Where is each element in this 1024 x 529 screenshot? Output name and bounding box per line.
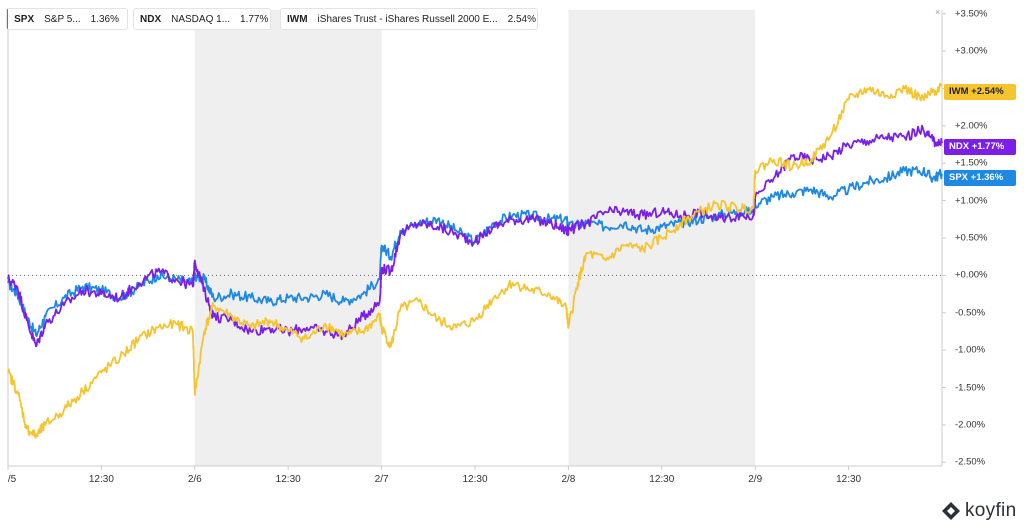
x-tick-label: 2/7 [374, 474, 389, 485]
y-tick-label: +0.00% [955, 269, 988, 281]
badge-ticker: IWM [949, 86, 969, 97]
legend-name: S&P 5... [44, 13, 81, 25]
y-tick-label: -2.50% [955, 456, 986, 468]
koyfin-logo-icon [942, 502, 960, 520]
y-tick-label: -1.50% [955, 382, 986, 393]
y-tick-label: +0.50% [955, 232, 988, 244]
legend-pct: 1.36% [90, 13, 119, 25]
y-tick-label: -2.00% [955, 419, 986, 431]
x-tick-label: 12:30 [88, 474, 114, 485]
badge-ticker: NDX [949, 141, 970, 152]
x-tick-label: 2/9 [748, 474, 763, 485]
badge-value: +1.36% [970, 172, 1004, 183]
legend-item-ndx[interactable]: NDX NASDAQ 1... 1.77% [133, 8, 271, 30]
y-tick-label: +1.00% [955, 195, 988, 207]
legend-name: iShares Trust - iShares Russell 2000 E..… [317, 13, 498, 25]
x-tick-label: 2/8 [561, 474, 576, 485]
legend-pct: 1.77% [240, 13, 269, 25]
x-tick-label: 12:30 [836, 474, 862, 485]
legend-swatch [7, 9, 9, 29]
series-line-spx [7, 165, 943, 338]
y-tick-label: +3.00% [955, 45, 988, 57]
badge-ticker: SPX [949, 172, 969, 183]
close-icon[interactable]: × [935, 7, 941, 17]
y-tick-label: +1.50% [955, 157, 988, 169]
last-value-badge-iwm: IWM +2.54% [944, 84, 1016, 100]
legend-pct: 2.54% [507, 13, 536, 25]
last-value-badge-ndx: NDX +1.77% [944, 139, 1016, 155]
legend-item-iwm[interactable]: IWM iShares Trust - iShares Russell 2000… [280, 8, 538, 30]
legend-item-spx[interactable]: SPX S&P 5... 1.36% [6, 8, 128, 30]
x-tick-label: /5 [7, 474, 17, 485]
koyfin-logo: koyfin [941, 500, 1016, 522]
x-tick-label: 12:30 [649, 474, 675, 485]
y-tick-label: +3.50% [955, 8, 988, 20]
legend-name: NASDAQ 1... [171, 13, 231, 25]
legend-ticker: NDX [140, 13, 162, 25]
badge-value: +1.77% [971, 141, 1005, 152]
legend-ticker: SPX [14, 13, 35, 25]
shaded-session [194, 10, 382, 466]
series-line-ndx [7, 124, 943, 348]
badge-value: +2.54% [971, 86, 1004, 97]
koyfin-wordmark: koyfin [965, 500, 1017, 521]
x-tick-label: 12:30 [275, 474, 301, 485]
y-tick-label: +2.00% [955, 120, 988, 132]
x-tick-label: 2/6 [187, 474, 202, 485]
y-tick-label: -1.00% [955, 344, 986, 356]
series-line-iwm [7, 82, 943, 439]
y-tick-label: -0.50% [955, 307, 986, 319]
legend-ticker: IWM [287, 13, 308, 25]
last-value-badge-spx: SPX +1.36% [944, 170, 1016, 186]
x-tick-label: 12:30 [462, 474, 488, 485]
